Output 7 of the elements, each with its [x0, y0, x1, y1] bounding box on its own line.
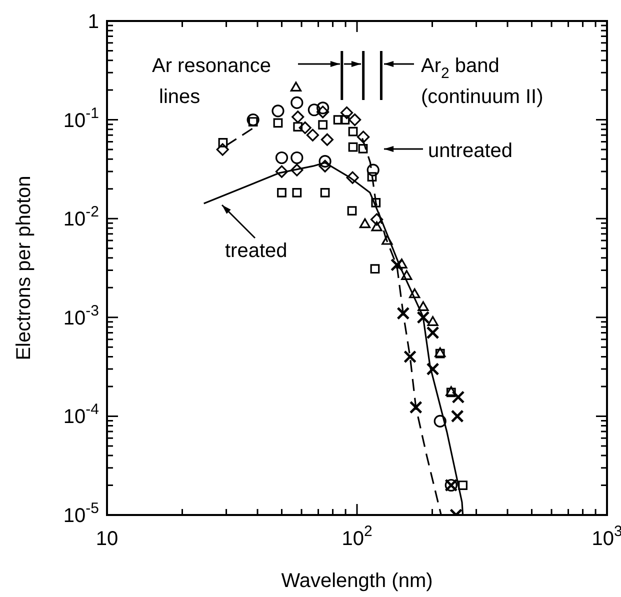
y-tick-label: 1	[88, 11, 99, 33]
y-axis-title: Electrons per photon	[13, 176, 35, 360]
annotation: treated	[225, 240, 288, 262]
x-axis-title: Wavelength (nm)	[281, 570, 433, 592]
annotation: untreated	[428, 140, 513, 162]
annotation: Ar resonance lines	[152, 55, 271, 108]
x-tick-label: 10	[96, 528, 118, 550]
